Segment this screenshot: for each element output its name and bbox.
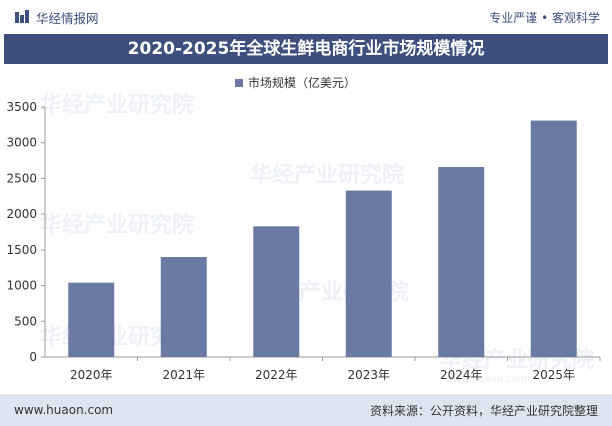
x-tick-label: 2020年 xyxy=(70,368,113,382)
bar xyxy=(345,190,392,357)
legend-label: 市场规模（亿美元） xyxy=(248,75,356,90)
legend-swatch xyxy=(235,79,243,87)
top-bar: 华经情报网 专业严谨 • 客观科学 xyxy=(0,0,612,34)
x-tick-label: 2025年 xyxy=(532,368,575,382)
bar xyxy=(438,167,485,357)
y-tick-label: 2500 xyxy=(6,171,37,185)
brand-name: 华经情报网 xyxy=(36,10,99,26)
bar xyxy=(68,282,115,357)
y-tick-label: 1000 xyxy=(6,279,37,293)
bar-chart: 华经产业研究院华经产业研究院华经产业研究院华经产业研究院华经产业研究院华经产业研… xyxy=(6,75,601,385)
x-tick-label: 2022年 xyxy=(255,368,298,382)
x-tick-label: 2023年 xyxy=(347,368,390,382)
y-tick-label: 2000 xyxy=(6,207,37,221)
y-tick-label: 0 xyxy=(29,350,37,364)
watermark-text: 华经产业研究院 xyxy=(250,162,404,188)
y-tick-label: 500 xyxy=(14,314,37,328)
y-tick-label: 1500 xyxy=(6,243,37,257)
footer-source: 资料来源：公开资料，华经产业研究院整理 xyxy=(369,403,598,418)
brand: 华经情报网 xyxy=(14,8,99,27)
x-tick-label: 2024年 xyxy=(440,368,483,382)
slogan: 专业严谨 • 客观科学 xyxy=(489,10,600,25)
footer: www.huaon.com 资料来源：公开资料，华经产业研究院整理 xyxy=(0,394,612,426)
chart-title: 2020-2025年全球生鲜电商行业市场规模情况 xyxy=(4,34,608,64)
footer-website[interactable]: www.huaon.com xyxy=(14,403,114,417)
watermark-text: 华经产业研究院 xyxy=(40,92,194,118)
bar xyxy=(530,120,577,357)
bar-chart-logo-icon xyxy=(15,10,29,23)
x-tick-label: 2021年 xyxy=(162,368,205,382)
y-tick-label: 3000 xyxy=(6,136,37,150)
bar xyxy=(253,226,300,357)
watermark-text: 华经产业研究院 xyxy=(40,212,194,238)
watermark-url: www.huaon.com xyxy=(445,374,528,385)
bar xyxy=(160,257,207,357)
y-tick-label: 3500 xyxy=(6,100,37,114)
